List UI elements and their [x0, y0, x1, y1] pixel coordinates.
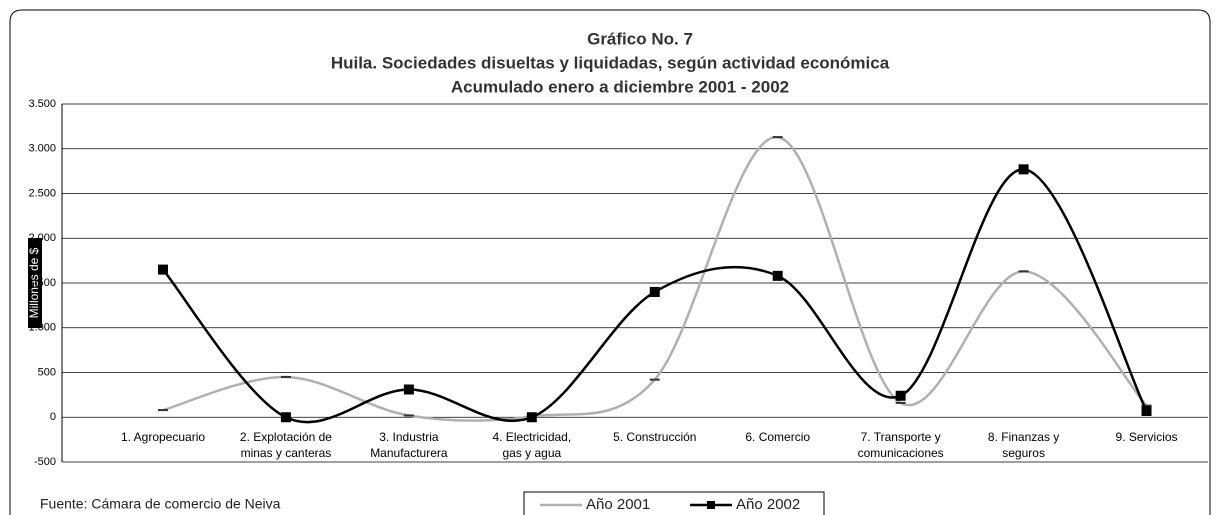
- data-marker: [1141, 404, 1152, 407]
- x-tick-label: 9. Servicios: [1115, 430, 1178, 445]
- y-tick-label: 3.500: [28, 98, 56, 110]
- data-marker: [403, 384, 414, 395]
- data-marker: [772, 270, 783, 281]
- data-marker: [526, 412, 537, 423]
- series-line: [162, 135, 1148, 422]
- legend-label: Año 2002: [736, 496, 800, 513]
- data-marker: [280, 412, 291, 423]
- y-axis-label: Millones de $: [27, 247, 41, 318]
- x-tick-label: 3. Industria Manufacturera: [370, 430, 448, 461]
- data-marker: [895, 401, 906, 404]
- data-marker: [403, 414, 414, 417]
- x-tick-label: 6. Comercio: [745, 430, 811, 445]
- y-tick-label: -500: [34, 456, 56, 468]
- x-tick-label: 5. Construcción: [613, 430, 697, 445]
- y-tick-label: 2.500: [28, 187, 56, 199]
- data-marker: [649, 378, 660, 381]
- data-marker: [157, 409, 168, 412]
- data-marker: [1018, 164, 1029, 175]
- x-tick-label: 7. Transporte y comunicaciones: [857, 430, 944, 461]
- chart-title: Acumulado enero a diciembre 2001 - 2002: [451, 77, 789, 96]
- data-marker: [1141, 405, 1152, 416]
- legend-box: [523, 491, 825, 515]
- y-tick-label: 1.000: [28, 322, 56, 334]
- chart-title: Huila. Sociedades disueltas y liquidadas…: [331, 53, 890, 72]
- x-tick-label: 1. Agropecuario: [120, 430, 206, 445]
- legend-marker: [707, 501, 715, 509]
- y-tick-label: 500: [38, 366, 56, 378]
- data-marker: [772, 136, 783, 139]
- y-label-bg: [28, 238, 42, 328]
- y-tick-label: 3.000: [28, 143, 56, 155]
- x-tick-label: 4. Electricidad, gas y agua: [492, 430, 572, 461]
- data-marker: [280, 375, 291, 378]
- y-tick-label: 0: [50, 411, 56, 423]
- series-line: [162, 168, 1148, 424]
- data-marker: [157, 264, 168, 275]
- legend-label: Año 2001: [586, 496, 650, 513]
- data-marker: [1018, 270, 1029, 273]
- source: Fuente: Cámara de comercio de Neiva: [40, 496, 281, 512]
- y-tick-label: 2.000: [28, 232, 56, 244]
- chart-title: Gráfico No. 7: [587, 29, 693, 48]
- x-tick-label: 2. Explotación de minas y canteras: [239, 430, 332, 461]
- y-tick-label: 1.500: [28, 277, 56, 289]
- data-marker: [895, 390, 906, 401]
- chart-frame: [9, 9, 1211, 515]
- x-tick-label: 8. Finanzas y seguros: [987, 430, 1060, 461]
- data-marker: [649, 286, 660, 297]
